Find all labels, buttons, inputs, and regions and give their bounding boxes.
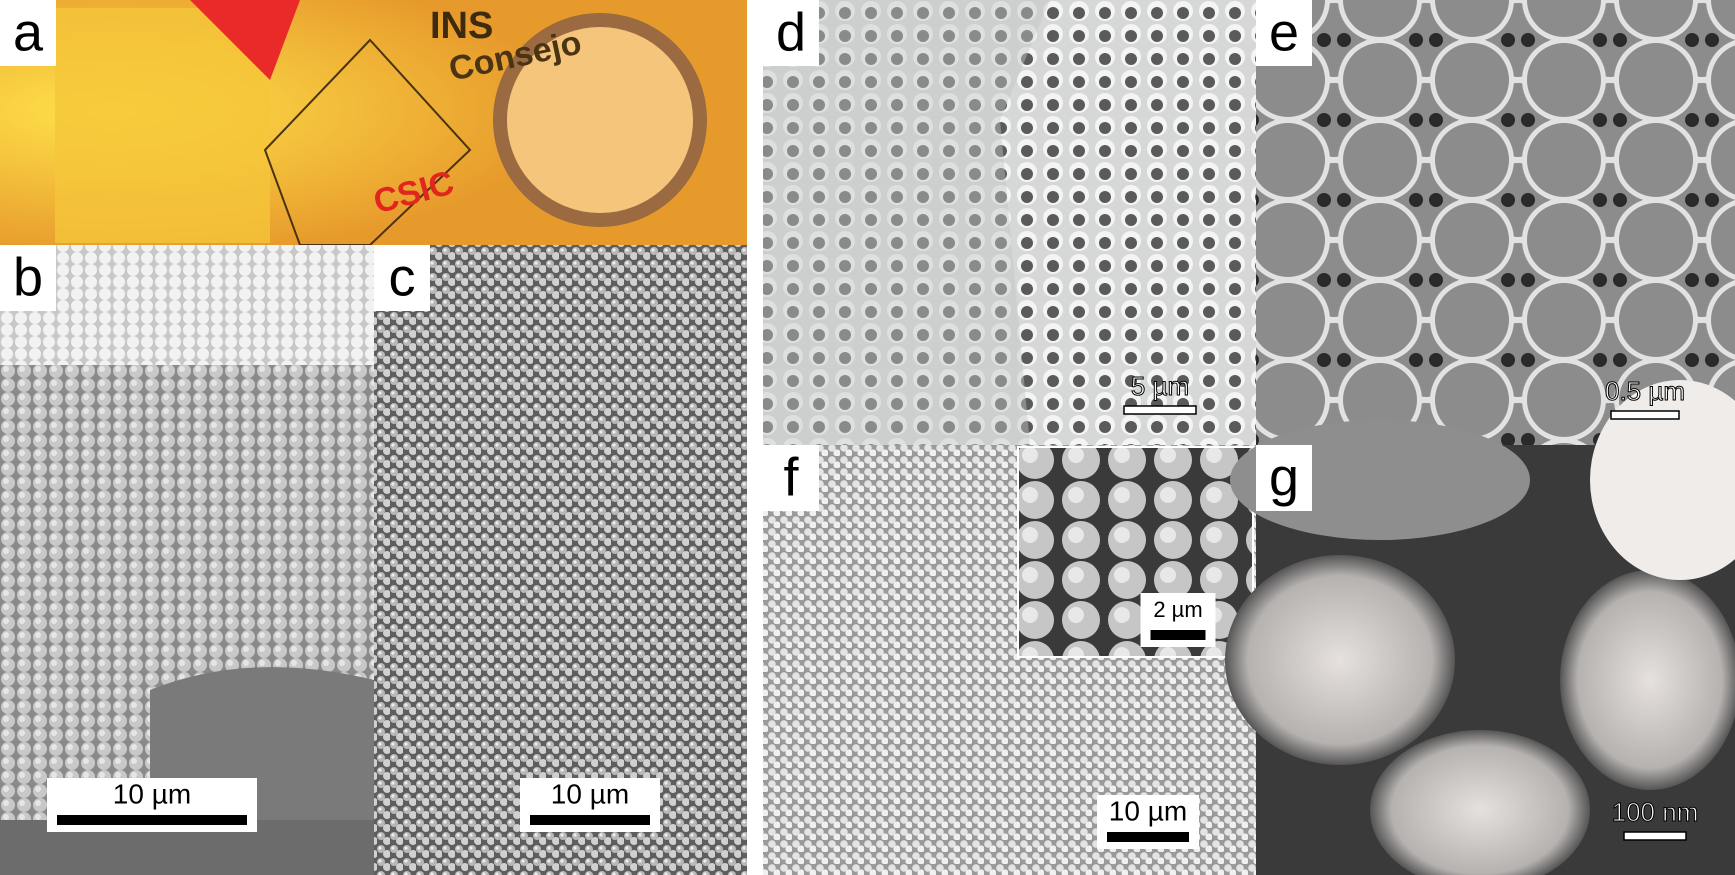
panel-label: d [776,2,806,62]
scale-bar-label: 5 µm [1131,371,1189,401]
panel-label: g [1269,447,1299,507]
panel-label: f [783,447,799,507]
panel-label: e [1269,2,1299,62]
panel-c [374,245,747,875]
scale-bar [1107,832,1189,842]
panel-label-box [0,0,56,66]
scale-bar-label: 10 µm [1109,795,1187,826]
panel-d [763,0,1256,445]
photo-text: INS [430,5,493,47]
scale-bar-label: 10 µm [551,778,629,809]
scale-bar-label: 10 µm [113,778,191,809]
scale-bar-label: 0.5 µm [1605,376,1685,406]
scale-bar [1623,831,1687,841]
panel-b [0,245,374,875]
panel-label-box [0,245,56,311]
scale-bar-label: 100 nm [1612,797,1699,827]
scale-bar [1123,405,1197,415]
panel-label: c [389,247,416,307]
scale-bar [57,815,247,825]
panel-label: b [13,247,43,307]
panel-label-box [374,245,430,311]
panel-g [1225,380,1735,875]
panel-label-box [763,445,819,511]
panel-label-box [763,0,819,66]
panel-label: a [13,2,44,62]
scale-bar-label: 2 µm [1153,597,1202,622]
scale-bar [530,815,650,825]
scale-bar [1150,630,1206,640]
panel-label-box [1256,0,1312,66]
panel-label-box [1256,445,1312,511]
scale-bar [1610,410,1680,420]
panel-a: INS Consejo CSIC [0,0,747,246]
panel-e [1256,0,1735,445]
